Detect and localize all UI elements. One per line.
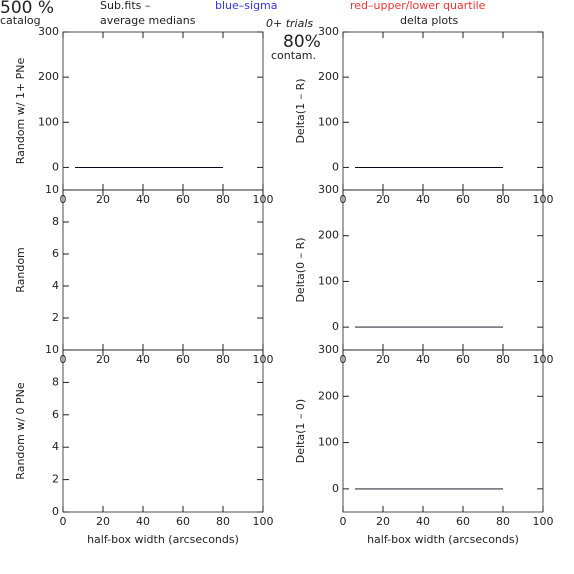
y-tick-label: 6	[52, 247, 59, 260]
header-file: Sub.fits –	[100, 0, 150, 12]
plot-frame	[342, 349, 544, 513]
y-tick-label: 100	[318, 436, 339, 449]
x-tick-label: 80	[496, 193, 510, 206]
y-tick-label: 10	[45, 183, 59, 196]
header-blue: blue–sigma	[215, 0, 278, 12]
x-axis-label: half-box width (arcseconds)	[367, 533, 519, 546]
plot-frame	[62, 189, 264, 351]
y-axis-label: Delta(1 – R)	[294, 78, 307, 143]
y-tick-label: 4	[52, 440, 59, 453]
x-tick-label: 40	[416, 515, 430, 528]
header-catalog: catalog	[0, 14, 41, 27]
y-tick-label: 100	[318, 115, 339, 128]
x-tick-label: 60	[176, 353, 190, 366]
x-tick-label: 20	[376, 353, 390, 366]
header-contam: contam.	[271, 49, 316, 62]
y-tick-label: 200	[318, 70, 339, 83]
x-tick-label: 40	[136, 515, 150, 528]
x-tick-label: 60	[176, 515, 190, 528]
plot-frame	[62, 349, 264, 513]
x-tick-label: 100	[533, 515, 554, 528]
y-tick-label: 2	[52, 311, 59, 324]
y-tick-label: 300	[318, 343, 339, 356]
x-tick-label: 20	[376, 515, 390, 528]
y-tick-label: 6	[52, 408, 59, 421]
x-tick-label: 80	[496, 353, 510, 366]
x-tick-label: 80	[216, 515, 230, 528]
x-tick-label: 20	[376, 193, 390, 206]
y-tick-label: 0	[332, 482, 339, 495]
x-tick-label: 100	[253, 515, 274, 528]
y-tick-label: 200	[38, 70, 59, 83]
plot-frame	[342, 189, 544, 351]
y-tick-label: 300	[38, 25, 59, 38]
x-tick-label: 60	[456, 515, 470, 528]
y-tick-label: 300	[318, 25, 339, 38]
y-tick-label: 200	[318, 229, 339, 242]
header-percent: 500 %	[0, 0, 54, 18]
y-axis-label: Random	[14, 247, 27, 293]
y-tick-label: 4	[52, 279, 59, 292]
y-tick-label: 0	[332, 160, 339, 173]
x-tick-label: 40	[136, 353, 150, 366]
header-medians: average medians	[100, 14, 196, 27]
y-axis-label: Random w/ 0 PNe	[14, 382, 27, 480]
y-tick-label: 10	[45, 343, 59, 356]
y-tick-label: 200	[318, 389, 339, 402]
x-tick-label: 0	[340, 515, 347, 528]
y-tick-label: 100	[38, 115, 59, 128]
y-tick-label: 8	[52, 215, 59, 228]
y-tick-label: 300	[318, 183, 339, 196]
x-tick-label: 20	[96, 515, 110, 528]
x-axis-label: half-box width (arcseconds)	[87, 533, 239, 546]
y-tick-label: 2	[52, 473, 59, 486]
x-tick-label: 40	[416, 193, 430, 206]
header-red: red–upper/lower quartile	[350, 0, 486, 12]
x-tick-label: 80	[216, 193, 230, 206]
x-tick-label: 20	[96, 353, 110, 366]
x-tick-label: 20	[96, 193, 110, 206]
y-tick-label: 0	[332, 320, 339, 333]
x-tick-label: 80	[216, 353, 230, 366]
y-tick-label: 100	[318, 274, 339, 287]
x-tick-label: 40	[416, 353, 430, 366]
y-tick-label: 0	[52, 505, 59, 518]
header-trials: 0+ trials	[266, 17, 313, 30]
x-tick-label: 60	[456, 193, 470, 206]
x-tick-label: 60	[456, 353, 470, 366]
x-tick-label: 60	[176, 193, 190, 206]
plot-frame	[62, 31, 264, 191]
y-axis-label: Delta(0 – R)	[294, 237, 307, 302]
plot-frame	[342, 31, 544, 191]
y-axis-label: Random w/ 1+ PNe	[14, 57, 27, 164]
x-tick-label: 0	[60, 515, 67, 528]
header-delta: delta plots	[400, 14, 458, 27]
y-axis-label: Delta(1 – 0)	[294, 399, 307, 463]
y-tick-label: 0	[52, 160, 59, 173]
y-tick-label: 8	[52, 375, 59, 388]
header-contam-value: 80%	[283, 32, 321, 52]
x-tick-label: 40	[136, 193, 150, 206]
x-tick-label: 80	[496, 515, 510, 528]
